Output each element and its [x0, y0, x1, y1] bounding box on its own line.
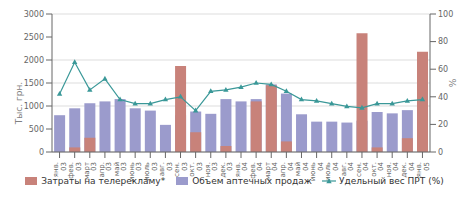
svg-text:ноя.04: ноя.04: [385, 161, 401, 177]
svg-text:дек.03: дек.03: [219, 162, 235, 178]
svg-text:Тыс. грн.: Тыс. грн.: [14, 82, 24, 125]
svg-text:май03: май03: [113, 162, 129, 176]
svg-text:март04: март04: [264, 161, 280, 180]
svg-text:100: 100: [438, 10, 453, 19]
svg-text:окт.04: окт.04: [370, 161, 386, 176]
html-text:Удельный вес ПРТ (%): Удельный вес ПРТ (%): [339, 176, 444, 186]
svg-text:0: 0: [39, 148, 44, 157]
svg-text:янв.03: янв.03: [52, 162, 67, 177]
svg-text:40: 40: [438, 93, 448, 102]
svg-text:окт.03: окт.03: [188, 162, 204, 177]
svg-text:май04: май04: [294, 161, 310, 176]
svg-text:апр.03: апр.03: [98, 162, 114, 178]
svg-text:авг.03: авг.03: [158, 162, 174, 176]
svg-text:60: 60: [438, 65, 448, 74]
svg-text:сен.03: сен.03: [173, 162, 189, 177]
svg-text:июль04: июль04: [324, 161, 340, 181]
svg-text:0: 0: [438, 148, 443, 157]
svg-text:июнь04: июнь04: [309, 161, 325, 181]
svg-text:20: 20: [438, 120, 448, 129]
svg-text:дек.04: дек.04: [400, 161, 416, 177]
svg-text:апр.04: апр.04: [279, 161, 295, 177]
svg-text:%: %: [448, 78, 458, 87]
svg-text:фев.03: фев.03: [67, 162, 83, 179]
svg-text:март03: март03: [83, 162, 99, 180]
html-text:Затраты на телерекламу*: Затраты на телерекламу*: [41, 176, 166, 186]
svg-text:80: 80: [438, 37, 448, 46]
svg-text:1500: 1500: [24, 79, 44, 88]
html-text:Объем аптечных продаж: Объем аптечных продаж: [192, 176, 312, 186]
svg-text:1000: 1000: [24, 102, 44, 111]
svg-text:500: 500: [29, 125, 44, 134]
svg-text:2500: 2500: [24, 33, 44, 42]
svg-text:июль03: июль03: [143, 162, 159, 181]
svg-text:2000: 2000: [24, 56, 44, 65]
svg-text:янв.04: янв.04: [234, 161, 250, 177]
svg-text:янв.05: янв.05: [415, 162, 431, 177]
svg-text:авг.04: авг.04: [340, 161, 356, 176]
svg-text:ноя.03: ноя.03: [204, 162, 220, 177]
svg-text:фев.04: фев.04: [249, 161, 265, 178]
svg-text:июнь03: июнь03: [128, 162, 144, 181]
svg-text:3000: 3000: [24, 10, 44, 19]
svg-text:сен.04: сен.04: [355, 161, 371, 177]
